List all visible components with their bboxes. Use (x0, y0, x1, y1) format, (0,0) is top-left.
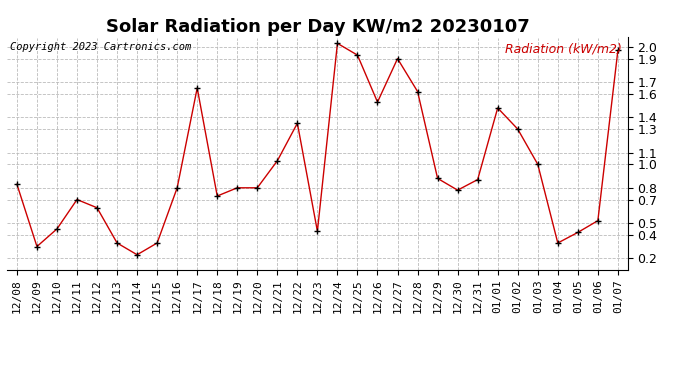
Title: Solar Radiation per Day KW/m2 20230107: Solar Radiation per Day KW/m2 20230107 (106, 18, 529, 36)
Text: Copyright 2023 Cartronics.com: Copyright 2023 Cartronics.com (10, 42, 191, 52)
Text: Radiation (kW/m2): Radiation (kW/m2) (505, 42, 622, 55)
